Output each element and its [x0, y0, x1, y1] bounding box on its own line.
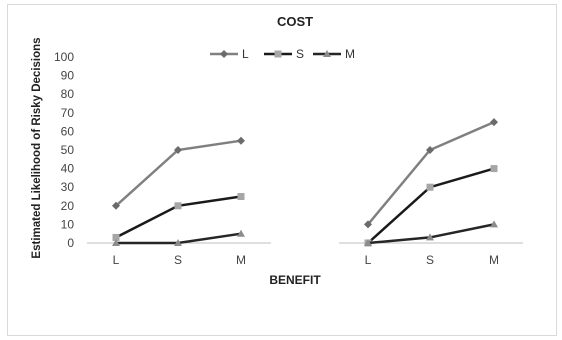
y-tick-label: 20	[61, 199, 75, 213]
x-tick-label: M	[236, 253, 246, 267]
data-point	[174, 239, 182, 246]
x-tick-label: L	[113, 253, 120, 267]
data-point	[112, 239, 120, 246]
legend-label: L	[242, 47, 249, 61]
data-point	[426, 146, 434, 154]
x-tick-label: S	[174, 253, 182, 267]
data-point	[274, 50, 282, 58]
series-line	[367, 167, 495, 244]
x-axis-title: BENEFIT	[269, 273, 321, 287]
y-tick-label: 60	[61, 124, 75, 138]
x-tick-label: M	[489, 253, 499, 267]
data-point	[426, 233, 434, 241]
data-point	[112, 233, 120, 241]
data-point	[174, 202, 182, 210]
data-point	[323, 50, 331, 57]
y-tick-label: 10	[61, 217, 75, 231]
legend-label: S	[296, 47, 304, 61]
data-point	[364, 239, 372, 246]
data-point	[112, 201, 120, 210]
y-tick-label: 100	[54, 50, 74, 64]
data-point	[426, 183, 434, 191]
y-tick-label: 30	[61, 180, 75, 194]
y-tick-label: 0	[67, 236, 74, 250]
y-tick-label: 80	[61, 87, 75, 101]
data-point	[237, 136, 245, 145]
x-tick-label: S	[426, 253, 434, 267]
data-point	[237, 229, 245, 237]
chart-frame	[7, 4, 557, 336]
chart-title: COST	[277, 14, 313, 29]
legend-label: M	[345, 47, 355, 61]
data-point	[490, 220, 498, 228]
data-point	[490, 165, 498, 173]
x-tick-label: L	[365, 253, 372, 267]
data-point	[174, 146, 182, 154]
data-point	[220, 50, 228, 58]
y-tick-label: 50	[61, 143, 75, 157]
y-tick-label: 70	[61, 106, 75, 120]
plot-area	[112, 118, 498, 247]
data-point	[364, 220, 372, 229]
y-tick-label: 40	[61, 162, 75, 176]
y-axis-title: Estimated Likelihood of Risky Decisions	[31, 37, 43, 258]
data-point	[237, 193, 245, 200]
data-point	[490, 118, 498, 127]
y-axis-ticks: 0 10 20 30 40 50 60 70 80 90 100	[54, 50, 74, 250]
y-tick-label: 90	[61, 69, 75, 83]
